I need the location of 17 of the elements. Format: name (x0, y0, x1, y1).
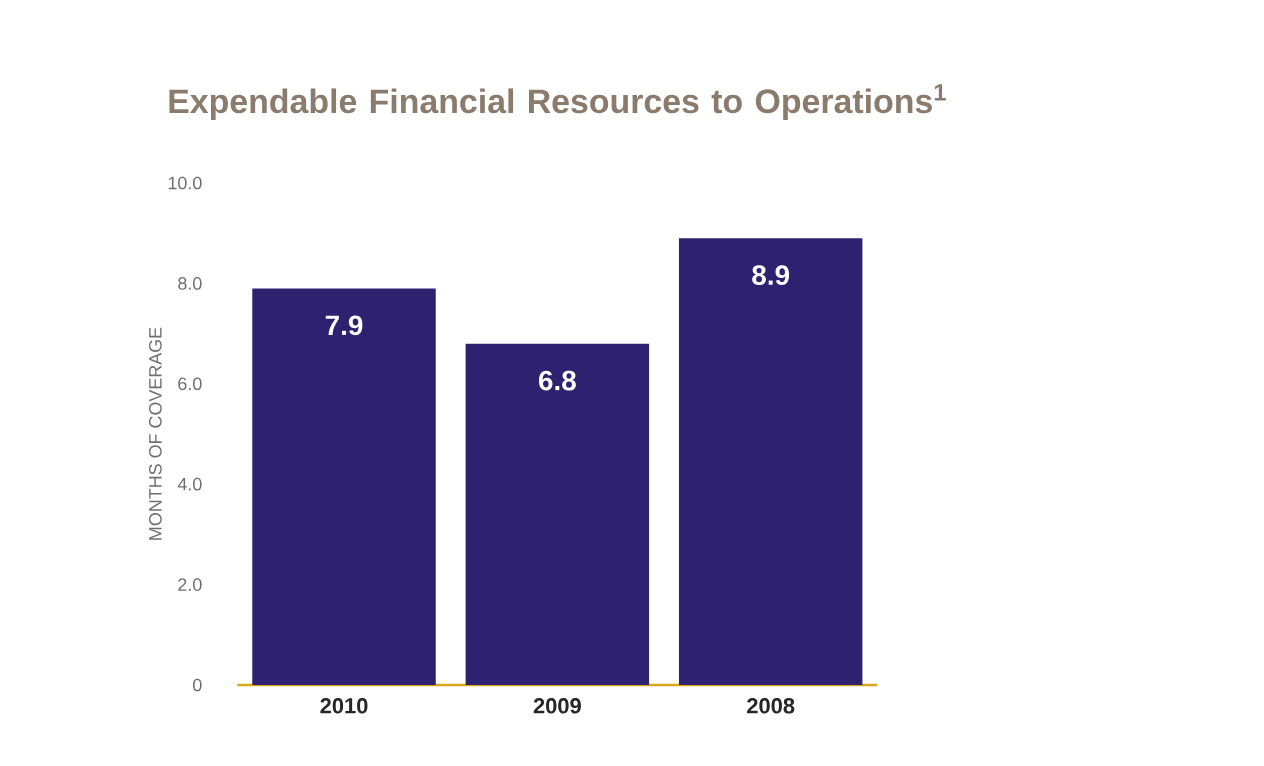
bar (252, 288, 436, 685)
y-tick-label: 10.0 (168, 176, 202, 190)
bar (465, 343, 650, 685)
x-tick-label: 2009 (533, 698, 581, 714)
y-tick-label: 4.0 (177, 477, 202, 491)
x-tick-label: 2008 (747, 698, 795, 714)
bar (678, 238, 863, 685)
y-tick-label: 8.0 (178, 277, 202, 290)
data-label: 7.9 (325, 315, 363, 336)
y-tick-label: 2.0 (178, 578, 202, 591)
y-axis-title: MONTHS OF COVERAGE (149, 327, 162, 540)
y-tick-label: 0 (193, 678, 202, 692)
data-label: 6.8 (538, 370, 576, 391)
x-tick-label: 2010 (320, 698, 368, 714)
data-label: 8.9 (752, 265, 790, 286)
chart-title: Expendable Financial Resources to Operations$^{1}$ (169, 84, 946, 120)
y-tick-label: 6.0 (178, 377, 202, 391)
